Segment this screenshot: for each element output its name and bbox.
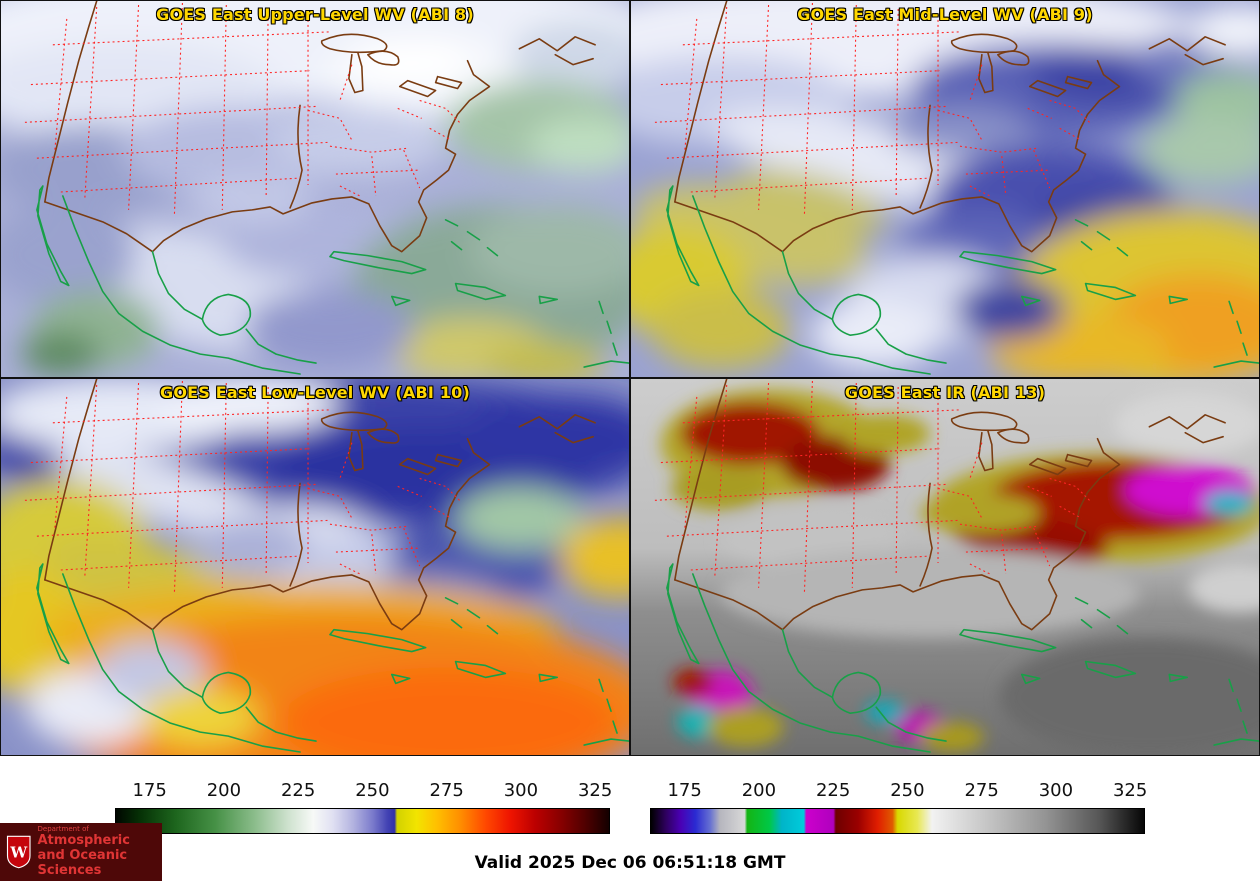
tick-label: 200: [741, 780, 777, 801]
valid-timestamp: Valid 2025 Dec 06 06:51:18 GMT: [474, 853, 786, 873]
tick-label: 200: [206, 780, 242, 801]
tick-label: 225: [815, 780, 851, 801]
colorbar-ir-ticks: 175 200 225 250 275 300 325: [650, 780, 1148, 806]
colorbar-wv-gradient: [115, 808, 610, 834]
logo-line-1: Atmospheric: [37, 832, 130, 848]
tick-label: 250: [355, 780, 390, 801]
panel-title-abi8: GOES East Upper-Level WV (ABI 8): [156, 5, 474, 24]
tick-label: 175: [667, 780, 702, 801]
tick-label: 175: [132, 780, 167, 801]
tick-label: 250: [890, 780, 925, 801]
logo-line-2: and Oceanic Sciences: [37, 847, 128, 878]
colorbar-ir: 175 200 225 250 275 300 325: [650, 780, 1148, 834]
panel-title-abi9: GOES East Mid-Level WV (ABI 9): [797, 5, 1093, 24]
logo-text: Department of Atmospheric and Oceanic Sc…: [38, 825, 157, 878]
legend-footer-area: 175 200 225 250 275 300 325 175 200 225 …: [0, 756, 1260, 881]
satellite-imagery-abi8: [1, 1, 629, 377]
panel-title-abi13: GOES East IR (ABI 13): [844, 383, 1046, 402]
panel-upper-level-wv: GOES East Upper-Level WV (ABI 8): [0, 0, 630, 378]
tick-label: 300: [1038, 780, 1074, 801]
tick-label: 325: [1112, 780, 1148, 801]
uw-aos-logo: W Department of Atmospheric and Oceanic …: [0, 823, 162, 881]
colorbar-wv-ticks: 175 200 225 250 275 300 325: [115, 780, 613, 806]
panel-low-level-wv: GOES East Low-Level WV (ABI 10): [0, 378, 630, 756]
four-panel-satellite-grid: GOES East Upper-Level WV (ABI 8): [0, 0, 1260, 756]
satellite-imagery-abi10: [1, 379, 629, 755]
panel-ir: GOES East IR (ABI 13): [630, 378, 1260, 756]
panel-mid-level-wv: GOES East Mid-Level WV (ABI 9): [630, 0, 1260, 378]
tick-label: 275: [429, 780, 464, 801]
tick-label: 325: [577, 780, 613, 801]
satellite-imagery-abi13: [631, 379, 1259, 755]
svg-text:W: W: [9, 843, 28, 861]
tick-label: 275: [964, 780, 999, 801]
colorbar-ir-gradient: [650, 808, 1145, 834]
panel-title-abi10: GOES East Low-Level WV (ABI 10): [159, 383, 470, 402]
logo-dept-line: Department of: [37, 825, 89, 834]
tick-label: 225: [280, 780, 316, 801]
satellite-imagery-abi9: [631, 1, 1259, 377]
colorbar-wv: 175 200 225 250 275 300 325: [115, 780, 613, 834]
tick-label: 300: [503, 780, 539, 801]
uw-crest-icon: W: [6, 835, 31, 869]
